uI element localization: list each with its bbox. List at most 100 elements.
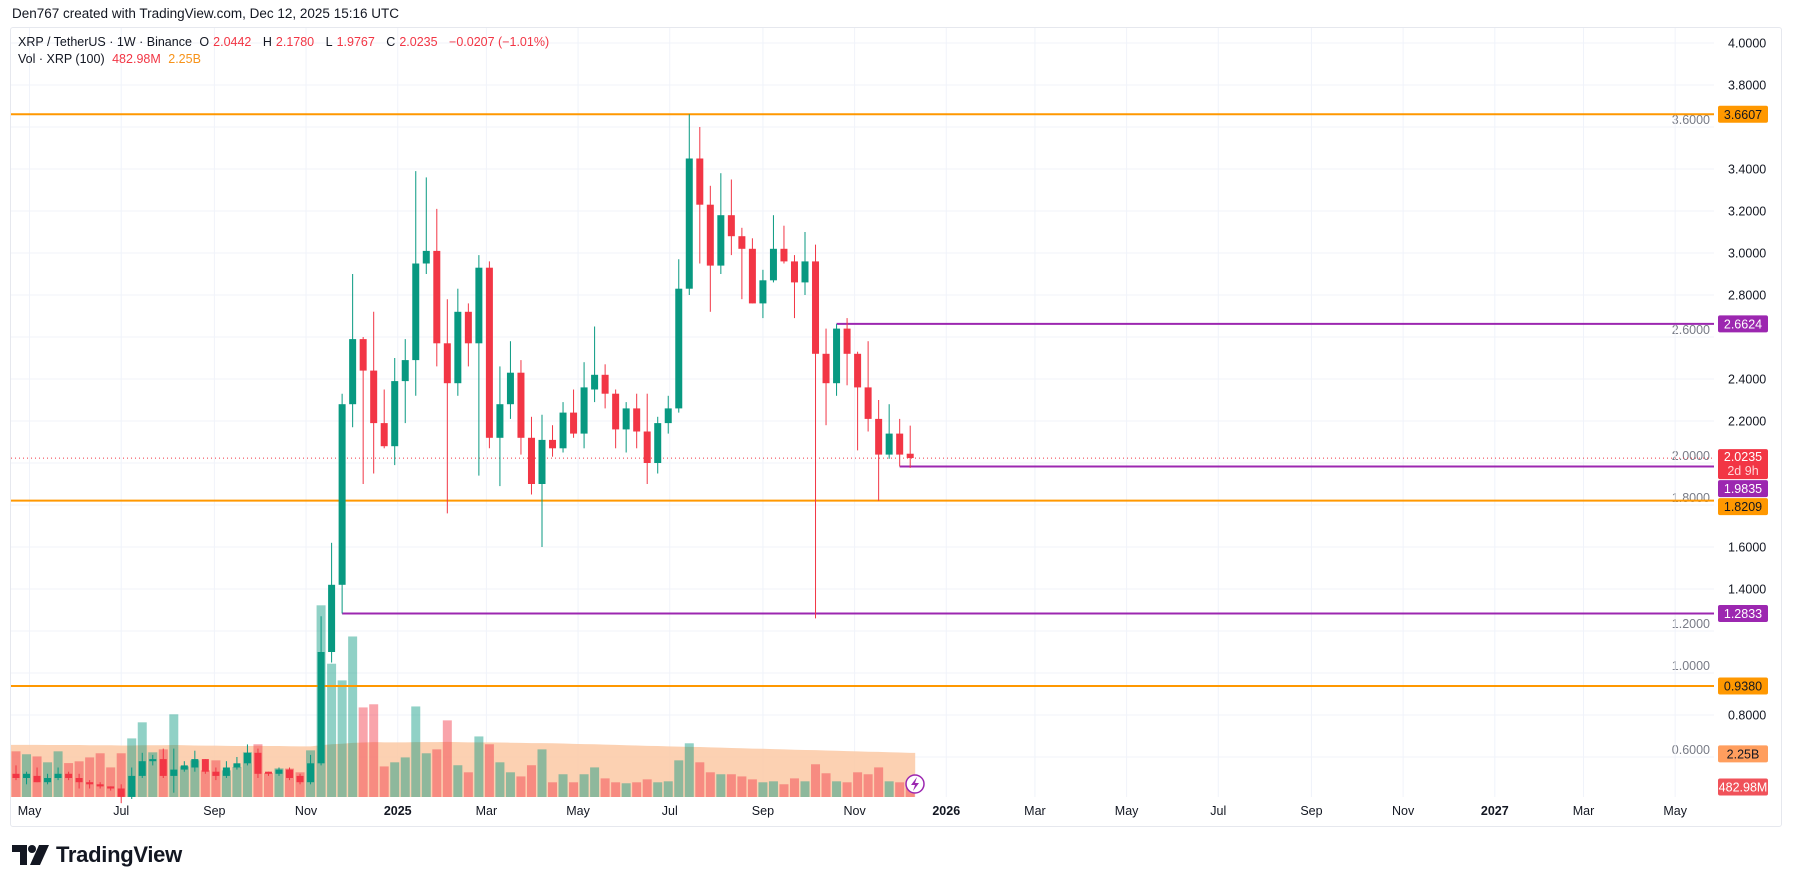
- candle-body: [812, 261, 820, 354]
- y-tick-label: 3.0000: [1728, 247, 1766, 261]
- volume-bar: [453, 765, 463, 797]
- volume-bar: [337, 680, 347, 797]
- candle-body: [422, 250, 430, 264]
- candle-body: [191, 759, 199, 768]
- x-tick-label: Nov: [295, 804, 318, 818]
- x-tick-label: Sep: [752, 804, 774, 818]
- candle-body: [833, 328, 841, 384]
- candle-body: [233, 763, 241, 768]
- volume-bar: [842, 782, 852, 797]
- volume-bar: [853, 772, 863, 797]
- volume-bar: [116, 753, 126, 797]
- x-tick-label: Mar: [476, 804, 498, 818]
- candle-body: [538, 439, 546, 484]
- candle-body: [201, 759, 209, 772]
- y-tick-label: 2.0000: [1672, 449, 1710, 463]
- y-tick-label: 0.8000: [1728, 709, 1766, 723]
- candle-body: [338, 404, 346, 585]
- volume-bar: [726, 774, 736, 797]
- volume-bar: [811, 764, 821, 797]
- y-tick-label: 1.2000: [1672, 617, 1710, 631]
- volume-bar: [179, 766, 189, 797]
- x-tick-label: 2027: [1481, 804, 1509, 818]
- level-price-label-bg: [1718, 677, 1768, 695]
- volume-bar: [263, 773, 273, 797]
- candle-body: [780, 248, 788, 262]
- candle-body: [675, 288, 683, 409]
- candle-body: [475, 267, 483, 344]
- candle-body: [864, 387, 872, 419]
- candle-body: [212, 771, 220, 776]
- x-tick-label: Mar: [1573, 804, 1595, 818]
- volume-bar: [674, 760, 684, 797]
- candle-body: [622, 408, 630, 430]
- y-tick-label: 1.4000: [1728, 583, 1766, 597]
- chart-credit: Den767 created with TradingView.com, Dec…: [12, 6, 399, 21]
- candle-body: [443, 343, 451, 384]
- volume-bar: [821, 773, 831, 797]
- close-value: 2.0235: [399, 35, 438, 49]
- y-tick-label: 1.6000: [1728, 541, 1766, 555]
- last-price-label-bg: [1718, 449, 1768, 480]
- candle-body: [254, 752, 262, 774]
- symbol-title[interactable]: XRP / TetherUS · 1W · Binance: [18, 35, 192, 49]
- close-label: C: [386, 35, 396, 49]
- volume-bar: [642, 779, 652, 797]
- volume-bar: [358, 707, 368, 797]
- candle-body: [527, 437, 535, 484]
- candle-body: [748, 248, 756, 304]
- volume-ma-label: 2.25B: [1727, 747, 1760, 761]
- tradingview-logo[interactable]: TradingView: [12, 842, 182, 868]
- candle-body: [906, 453, 914, 459]
- low-value: 1.9767: [336, 35, 375, 49]
- candle-body: [170, 769, 178, 776]
- candle-body: [359, 339, 367, 371]
- volume-bar: [526, 765, 536, 797]
- x-tick-label: Mar: [1024, 804, 1046, 818]
- x-tick-label: 2025: [384, 804, 412, 818]
- open-label: O: [199, 35, 210, 49]
- volume-bar: [505, 772, 515, 797]
- volume-bar: [85, 757, 95, 797]
- volume-bar: [190, 760, 200, 797]
- candle-body: [790, 261, 798, 283]
- volume-indicator-title[interactable]: Vol · XRP (100): [18, 52, 105, 66]
- level-price-label-bg: [1718, 480, 1768, 498]
- candle-body: [769, 248, 777, 281]
- candle-body: [391, 381, 399, 447]
- x-tick-label: Jul: [662, 804, 678, 818]
- volume-bar: [411, 706, 421, 797]
- volume-bar: [863, 774, 873, 797]
- volume-bar: [800, 781, 810, 797]
- x-tick-label: Nov: [1392, 804, 1415, 818]
- candle-body: [370, 370, 378, 424]
- candle-body: [580, 387, 588, 434]
- volume-bar: [537, 749, 547, 797]
- candle-body: [86, 782, 94, 785]
- candle-body: [117, 788, 125, 797]
- volume-bar: [516, 776, 526, 797]
- candle-body: [854, 353, 862, 388]
- open-value: 2.0442: [213, 35, 252, 49]
- y-tick-label: 3.8000: [1728, 79, 1766, 93]
- volume-bar: [232, 767, 242, 797]
- candle-body: [401, 360, 409, 382]
- volume-bar: [463, 772, 473, 797]
- candle-body: [654, 423, 662, 463]
- candle-body: [591, 374, 599, 390]
- high-label: H: [262, 35, 272, 49]
- y-tick-label: 2.2000: [1728, 415, 1766, 429]
- volume-bar: [421, 753, 431, 797]
- lightning-icon-glyph: [911, 777, 919, 791]
- volume-bar: [327, 663, 337, 797]
- candle-body: [12, 773, 20, 778]
- volume-bar: [653, 782, 663, 797]
- candle-body: [23, 773, 31, 778]
- candle-body: [286, 769, 294, 778]
- volume-bar: [789, 778, 799, 797]
- candle-body: [149, 759, 157, 762]
- y-tick-label: 0.6000: [1672, 743, 1710, 757]
- candle-body: [317, 652, 325, 764]
- candle-body: [44, 778, 52, 783]
